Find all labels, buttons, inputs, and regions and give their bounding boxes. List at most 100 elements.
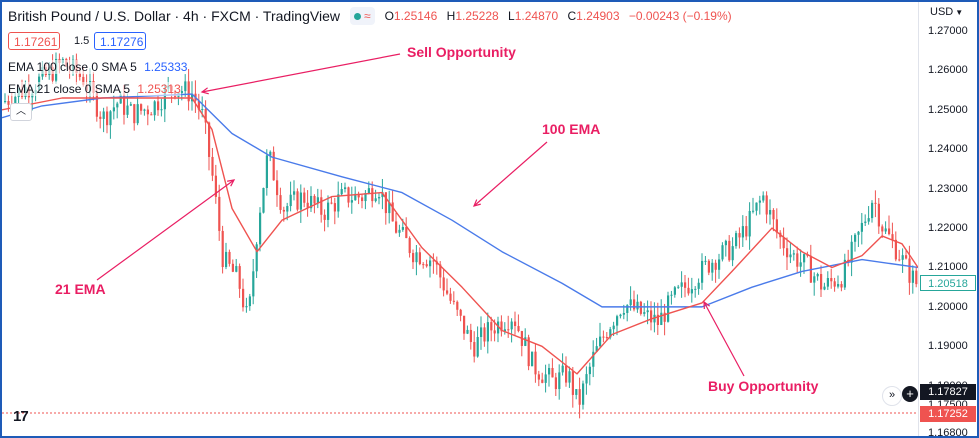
candle-body bbox=[344, 187, 347, 190]
candle-body bbox=[905, 255, 908, 259]
last-price-tag: 1.20518 bbox=[920, 275, 976, 291]
candle-body bbox=[102, 111, 105, 119]
candle-body bbox=[860, 222, 863, 232]
candle-body bbox=[422, 264, 425, 266]
candle-body bbox=[612, 325, 615, 330]
candle-body bbox=[493, 330, 496, 334]
candle-body bbox=[871, 202, 874, 219]
ema-21-arrow-head bbox=[227, 179, 236, 187]
candle-body bbox=[337, 194, 340, 212]
add-alert-button[interactable]: + bbox=[902, 386, 918, 402]
sell-arrow bbox=[201, 53, 401, 93]
price-tick-label: 1.23000 bbox=[928, 182, 968, 195]
symbol-title[interactable]: British Pound / U.S. Dollar · 4h · FXCM … bbox=[8, 8, 340, 24]
candle-body bbox=[143, 109, 146, 111]
candle-body bbox=[752, 210, 755, 212]
candle-body bbox=[595, 346, 598, 352]
candle-body bbox=[187, 81, 190, 102]
candle-body bbox=[418, 252, 421, 265]
candle-body bbox=[364, 192, 367, 202]
candle-body bbox=[82, 76, 85, 85]
buy-arrow-head bbox=[703, 300, 711, 310]
candle-body bbox=[296, 191, 299, 210]
candle-body bbox=[667, 295, 670, 322]
price-axis[interactable] bbox=[918, 2, 977, 436]
candle-body bbox=[524, 337, 527, 346]
indicator-ema-100[interactable]: EMA 100 close 0 SMA 5 1.25333 bbox=[8, 60, 188, 74]
candle-body bbox=[126, 105, 129, 115]
currency-selector[interactable]: USD ▼ bbox=[930, 6, 964, 18]
double-chevron-right-icon: » bbox=[888, 389, 896, 401]
candle-body bbox=[803, 254, 806, 263]
candle-body bbox=[459, 309, 462, 316]
candle-body bbox=[646, 310, 649, 313]
price-tick-label: 1.21000 bbox=[928, 261, 968, 274]
header-bar: British Pound / U.S. Dollar · 4h · FXCM … bbox=[8, 7, 732, 25]
candle-body bbox=[711, 262, 714, 273]
candle-body bbox=[238, 266, 241, 289]
candle-body bbox=[456, 301, 459, 310]
candle-body bbox=[401, 227, 404, 230]
candle-body bbox=[255, 244, 258, 272]
price-tick-label: 1.25000 bbox=[928, 103, 968, 116]
candle-body bbox=[228, 251, 231, 264]
ema-100-line bbox=[2, 93, 918, 308]
candle-body bbox=[714, 262, 717, 270]
candle-body bbox=[320, 197, 323, 215]
ema-layer bbox=[2, 93, 918, 375]
plus-icon: + bbox=[906, 386, 914, 401]
candle-body bbox=[303, 192, 306, 203]
candle-body bbox=[826, 278, 829, 287]
candle-body bbox=[721, 245, 724, 260]
candle-body bbox=[425, 264, 428, 267]
indicator-ema-21[interactable]: EMA 21 close 0 SMA 5 1.25313 bbox=[8, 82, 181, 96]
candle-body bbox=[514, 321, 517, 327]
candle-body bbox=[374, 198, 377, 202]
candle-body bbox=[449, 293, 452, 301]
candle-body bbox=[289, 194, 292, 207]
candle-body bbox=[816, 274, 819, 277]
market-status-badge[interactable]: ≈ bbox=[349, 7, 375, 25]
tradingview-logo[interactable]: 17 bbox=[13, 408, 29, 425]
candle-body bbox=[361, 197, 364, 202]
buy-price-button[interactable]: 1.17276 bbox=[94, 32, 146, 50]
green-dot-icon bbox=[353, 12, 361, 20]
candles-layer bbox=[4, 52, 918, 419]
candle-body bbox=[619, 314, 622, 317]
scroll-to-realtime-button[interactable]: » bbox=[882, 386, 902, 406]
candle-body bbox=[480, 327, 483, 338]
candle-body bbox=[527, 337, 530, 367]
candle-body bbox=[592, 351, 595, 367]
candle-body bbox=[796, 253, 799, 267]
ema-21-line bbox=[2, 97, 918, 375]
candle-body bbox=[299, 192, 302, 210]
candle-body bbox=[160, 109, 163, 111]
price-chart[interactable] bbox=[2, 2, 918, 436]
candle-body bbox=[252, 271, 255, 297]
candle-body bbox=[568, 371, 571, 383]
candle-body bbox=[466, 329, 469, 334]
candle-body bbox=[442, 277, 445, 291]
candle-body bbox=[850, 241, 853, 263]
candle-body bbox=[310, 195, 313, 209]
candle-body bbox=[7, 100, 10, 105]
candle-body bbox=[333, 203, 336, 212]
candle-body bbox=[605, 336, 608, 338]
candle-body bbox=[136, 104, 139, 124]
candle-body bbox=[242, 288, 245, 308]
collapse-indicators-button[interactable]: ︿ bbox=[10, 103, 32, 121]
candle-body bbox=[639, 301, 642, 314]
candle-body bbox=[571, 371, 574, 395]
candle-body bbox=[735, 233, 738, 247]
annotation-buy: Buy Opportunity bbox=[708, 378, 819, 394]
candle-body bbox=[517, 326, 520, 332]
candle-body bbox=[799, 262, 802, 267]
sell-price-button[interactable]: 1.17261 bbox=[8, 32, 60, 50]
candle-body bbox=[157, 101, 160, 111]
candle-body bbox=[864, 221, 867, 223]
candle-body bbox=[561, 365, 564, 373]
candle-body bbox=[231, 263, 234, 272]
candle-body bbox=[707, 260, 710, 273]
candle-body bbox=[813, 276, 816, 283]
candle-body bbox=[792, 253, 795, 255]
